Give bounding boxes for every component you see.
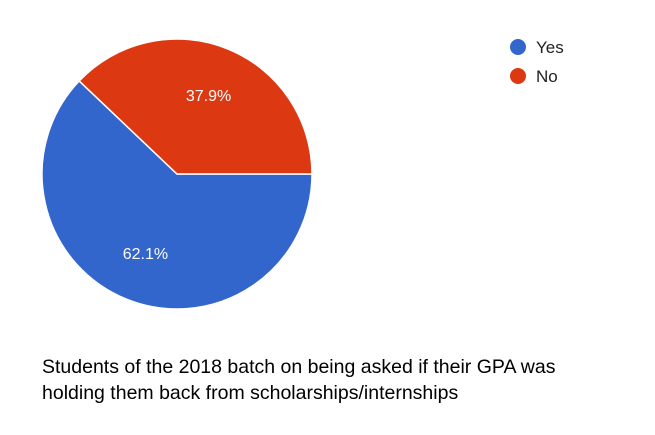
legend-label-no: No <box>536 67 558 86</box>
slice-label-yes: 62.1% <box>123 246 168 263</box>
chart-caption: Students of the 2018 batch on being aske… <box>42 354 647 406</box>
caption-line-1: Students of the 2018 batch on being aske… <box>42 356 556 378</box>
legend-marker-no <box>510 68 526 84</box>
legend-label-yes: Yes <box>536 38 564 57</box>
pie-chart-svg: 62.1% 37.9% Yes No <box>41 38 564 310</box>
pie-chart: 62.1% 37.9% Yes No <box>41 38 564 310</box>
legend-marker-yes <box>510 39 526 55</box>
slice-label-no: 37.9% <box>186 88 231 105</box>
pie-slice-yes <box>41 79 313 310</box>
caption-line-2: holding them back from scholarships/inte… <box>42 382 459 404</box>
pie-slice-no <box>78 38 313 175</box>
